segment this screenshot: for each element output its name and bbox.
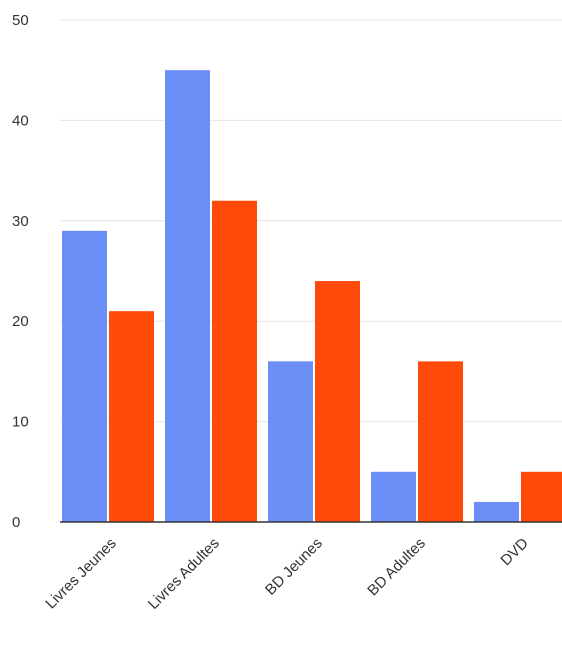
bar-livres-adultes-series-1 [165, 70, 210, 522]
bars [62, 70, 562, 522]
bar-livres-jeunes-series-1 [62, 230, 107, 522]
x-category-label: BD Adultes [364, 535, 429, 600]
x-category-label: Livres Jeunes [42, 535, 119, 612]
bar-dvd-series-1 [474, 501, 519, 522]
y-tick-label: 20 [12, 313, 29, 330]
bar-livres-adultes-series-2 [212, 200, 257, 522]
x-category-label: DVD [497, 535, 532, 570]
bar-bd-adultes-series-1 [371, 471, 416, 522]
x-axis-category-labels: Livres Jeunes Livres Adultes BD Jeunes BD A… [42, 535, 532, 613]
y-tick-label: 30 [12, 213, 29, 230]
bar-dvd-series-2 [521, 471, 562, 522]
y-tick-label: 0 [12, 514, 20, 531]
y-tick-label: 40 [12, 112, 29, 129]
y-axis-tick-labels: 0 10 20 30 40 50 [12, 12, 29, 531]
x-category-label: Livres Adultes [145, 535, 223, 613]
y-tick-label: 10 [12, 414, 29, 431]
bar-livres-jeunes-series-2 [109, 311, 154, 522]
bar-bd-adultes-series-2 [418, 361, 463, 522]
y-tick-label: 50 [12, 12, 29, 29]
bar-bd-jeunes-series-1 [268, 361, 313, 522]
bar-bd-jeunes-series-2 [315, 281, 360, 522]
x-category-label: BD Jeunes [262, 535, 326, 599]
